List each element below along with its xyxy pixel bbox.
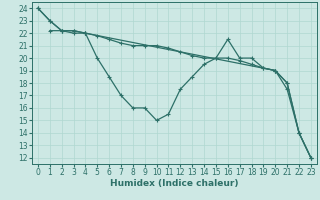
X-axis label: Humidex (Indice chaleur): Humidex (Indice chaleur) <box>110 179 239 188</box>
